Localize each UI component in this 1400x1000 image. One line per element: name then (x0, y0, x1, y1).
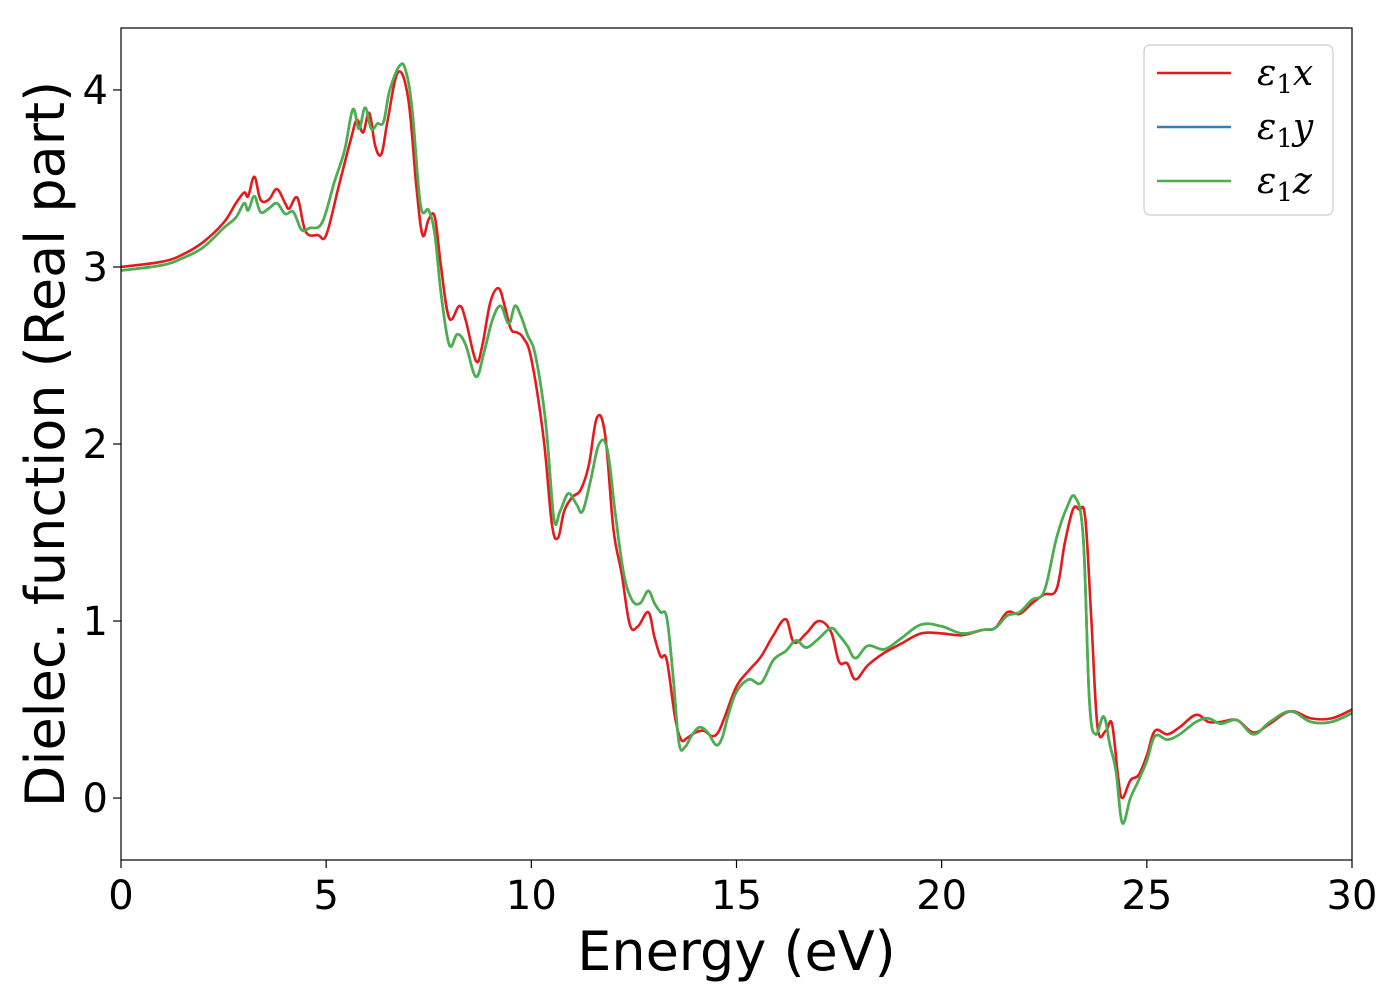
series-line-x (121, 70, 1352, 800)
legend-label-x: ε1x (1257, 53, 1313, 100)
x-tick-label: 30 (1327, 873, 1378, 919)
y-tick-label: 1 (83, 599, 108, 645)
y-tick-label: 3 (83, 245, 108, 291)
legend-label-y: ε1y (1257, 107, 1314, 154)
y-tick-label: 4 (83, 68, 108, 114)
legend-label-z: ε1z (1257, 161, 1313, 208)
x-tick-label: 25 (1121, 873, 1172, 919)
x-tick-label: 20 (916, 873, 967, 919)
y-tick-label: 0 (83, 776, 108, 822)
x-tick-label: 0 (108, 873, 133, 919)
x-axis-label: Energy (eV) (577, 920, 896, 983)
plot-area (121, 62, 1352, 825)
series-line-z (121, 62, 1352, 825)
x-tick-label: 5 (313, 873, 338, 919)
x-tick-label: 15 (711, 873, 762, 919)
axes: 0 5 10 15 20 25 30 0 1 2 3 4 Energy (eV) Dielec. func… (14, 27, 1378, 983)
y-tick-label: 2 (83, 422, 108, 468)
legend: ε1x ε1y ε1z (1143, 44, 1334, 216)
legend-box (1143, 44, 1334, 216)
y-axis-label: Dielec. function (Real part) (14, 81, 77, 807)
x-tick-label: 10 (506, 873, 557, 919)
